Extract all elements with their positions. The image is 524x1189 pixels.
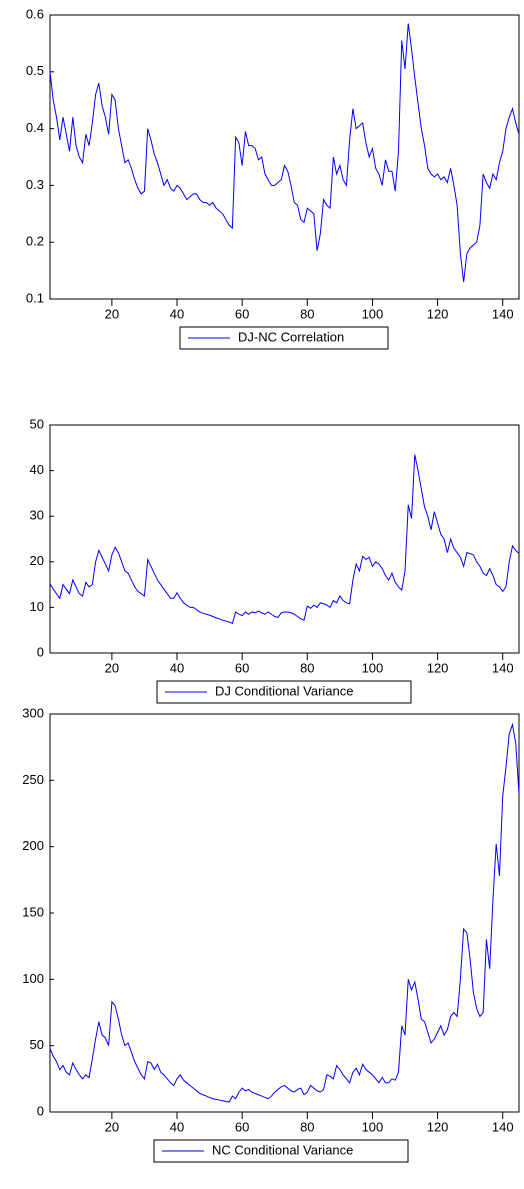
plot-frame: [49, 424, 520, 654]
legend-label: NC Conditional Variance: [212, 1142, 353, 1157]
x-tick-label: 120: [427, 1119, 449, 1134]
legend-box: [156, 680, 412, 704]
x-tick-label: 60: [235, 1119, 249, 1134]
y-tick-label: 0.5: [26, 63, 44, 78]
y-tick-label: 30: [30, 508, 44, 523]
y-tick-label: 20: [30, 553, 44, 568]
x-tick-label: 80: [300, 306, 314, 321]
y-tick-label: 250: [22, 772, 44, 787]
legend-box: [153, 1139, 409, 1163]
series-line: [49, 722, 520, 1103]
x-tick-label: 80: [300, 660, 314, 675]
y-tick-label: 0: [37, 1103, 44, 1118]
y-tick-label: 150: [22, 904, 44, 919]
y-tick-label: 50: [30, 416, 44, 431]
legend-label: DJ Conditional Variance: [215, 683, 354, 698]
legend-box: [179, 326, 389, 350]
x-tick-label: 100: [362, 306, 384, 321]
series-line: [49, 454, 520, 625]
y-tick-label: 0.3: [26, 177, 44, 192]
legend-label: DJ-NC Correlation: [238, 329, 344, 344]
x-tick-label: 100: [362, 660, 384, 675]
y-tick-label: 0.1: [26, 290, 44, 305]
x-tick-label: 20: [105, 306, 119, 321]
y-tick-label: 100: [22, 971, 44, 986]
y-tick-label: 0: [37, 644, 44, 659]
y-tick-label: 300: [22, 705, 44, 720]
y-tick-label: 40: [30, 462, 44, 477]
y-tick-label: 10: [30, 599, 44, 614]
plot-frame: [49, 713, 520, 1113]
x-tick-label: 140: [492, 306, 514, 321]
x-tick-label: 100: [362, 1119, 384, 1134]
y-tick-label: 0.2: [26, 234, 44, 249]
x-tick-label: 40: [170, 660, 184, 675]
x-tick-label: 20: [105, 1119, 119, 1134]
x-tick-label: 40: [170, 306, 184, 321]
y-tick-label: 200: [22, 838, 44, 853]
x-tick-label: 40: [170, 1119, 184, 1134]
x-tick-label: 80: [300, 1119, 314, 1134]
y-tick-label: 0.4: [26, 120, 44, 135]
x-tick-label: 60: [235, 306, 249, 321]
y-tick-label: 0.6: [26, 6, 44, 21]
x-tick-label: 140: [492, 1119, 514, 1134]
x-tick-label: 20: [105, 660, 119, 675]
x-tick-label: 140: [492, 660, 514, 675]
plot-frame: [49, 14, 520, 300]
series-line: [49, 23, 520, 283]
x-tick-label: 120: [427, 306, 449, 321]
y-tick-label: 50: [30, 1037, 44, 1052]
x-tick-label: 60: [235, 660, 249, 675]
x-tick-label: 120: [427, 660, 449, 675]
